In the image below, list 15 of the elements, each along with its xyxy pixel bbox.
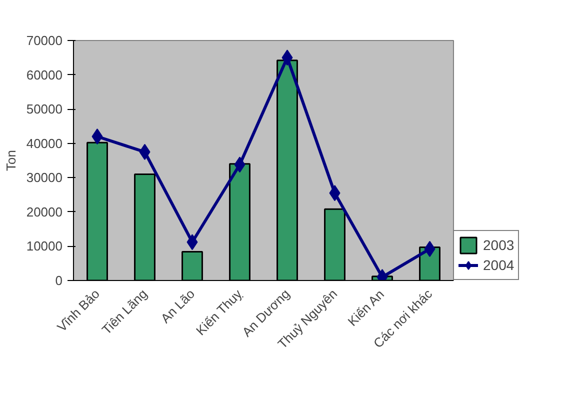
x-tick-label: Kiến An — [344, 286, 388, 329]
y-axis-title: Ton — [3, 150, 18, 171]
y-tick-label: 40000 — [26, 136, 63, 151]
x-tick-label: An Lão — [158, 286, 198, 326]
y-tick-label: 70000 — [26, 33, 63, 48]
y-tick-label: 10000 — [26, 238, 63, 254]
y-tick-label: 0 — [55, 273, 63, 288]
y-tick-label: 20000 — [26, 204, 63, 220]
legend-label: 2004 — [483, 257, 514, 273]
x-tick-label: Vĩnh Bảo — [54, 286, 103, 335]
y-tick-label: 50000 — [26, 102, 63, 117]
legend-label: 2003 — [483, 237, 514, 253]
y-tick-label: 30000 — [26, 170, 63, 186]
point — [92, 128, 103, 144]
y-tick-label: 60000 — [26, 67, 63, 82]
